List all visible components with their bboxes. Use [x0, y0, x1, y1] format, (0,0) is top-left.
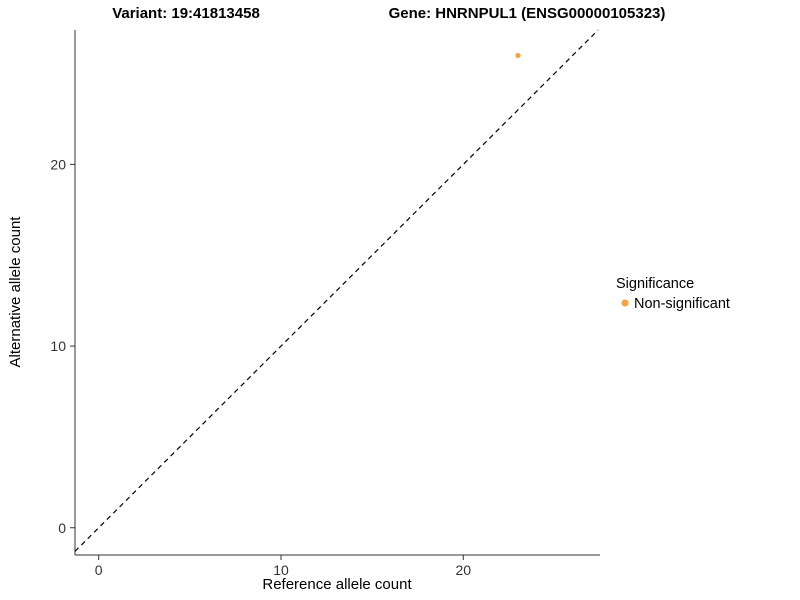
identity-line	[74, 29, 599, 552]
y-tick-label: 0	[58, 520, 66, 536]
plot-title-variant: Variant: 19:41813458	[112, 5, 260, 22]
plot-title-gene: Gene: HNRNPUL1 (ENSG00000105323)	[389, 5, 666, 22]
x-axis-ticks: 0 10 20	[95, 555, 471, 578]
data-point	[515, 52, 521, 59]
identity-reference-line	[74, 29, 599, 552]
y-tick-label: 10	[50, 338, 66, 354]
data-points	[515, 52, 521, 59]
legend-entry-label: Non-significant	[634, 296, 730, 312]
y-tick-label: 20	[50, 156, 66, 172]
x-tick-label: 0	[95, 562, 103, 578]
x-tick-label: 20	[455, 562, 471, 578]
x-axis-label: Reference allele count	[262, 576, 412, 593]
x-tick-label: 10	[273, 562, 289, 578]
legend-marker-dot	[621, 299, 629, 307]
y-axis-ticks: 0 10 20	[50, 156, 75, 536]
legend-title: Significance	[616, 276, 694, 292]
y-axis-label: Alternative allele count	[7, 216, 24, 368]
legend: Significance Non-significant	[616, 276, 730, 312]
